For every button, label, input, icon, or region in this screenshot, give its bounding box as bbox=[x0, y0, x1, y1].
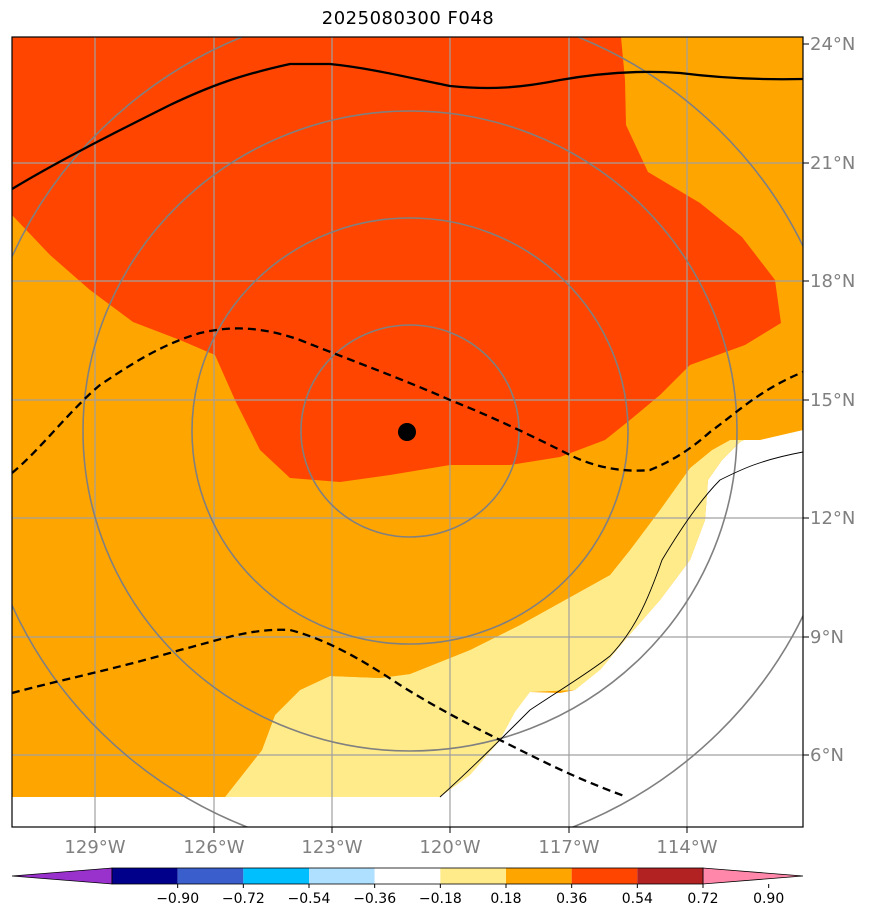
lat-label-9: 9°N bbox=[810, 627, 844, 648]
lon-label-126w: 126°W bbox=[183, 837, 244, 858]
colorbar-tick-label: −0.36 bbox=[353, 891, 396, 907]
coastline bbox=[439, 451, 803, 798]
colorbar-segment bbox=[243, 868, 309, 884]
colorbar-tick-label: −0.54 bbox=[288, 891, 331, 907]
colorbar-under-extend bbox=[11, 867, 113, 885]
contour-dashed-lower bbox=[12, 628, 628, 799]
colorbar-tick-label: −0.18 bbox=[419, 891, 462, 907]
colorbar-segment bbox=[309, 868, 375, 884]
colorbar-outline bbox=[111, 867, 704, 885]
colorbar: −0.90 −0.72 −0.54 −0.36 −0.18 0.18 0.36 0.54 0.7… bbox=[11, 867, 804, 907]
colorbar-segment bbox=[374, 868, 441, 884]
shading-orange-lower bbox=[12, 215, 803, 797]
graticule bbox=[12, 37, 803, 827]
colorbar-segment bbox=[637, 868, 703, 884]
lat-label-6: 6°N bbox=[810, 745, 844, 766]
lon-label-114w: 114°W bbox=[656, 837, 717, 858]
lat-label-18: 18°N bbox=[810, 271, 855, 292]
map-panel bbox=[12, 37, 803, 827]
lat-label-21: 21°N bbox=[810, 153, 855, 174]
map-title: 2025080300 F048 bbox=[321, 8, 495, 29]
colorbar-segment bbox=[440, 868, 506, 884]
colorbar-tick-label: 0.18 bbox=[490, 891, 521, 907]
lat-label-24: 24°N bbox=[810, 34, 855, 55]
colorbar-over-extend bbox=[702, 867, 804, 885]
lat-axis: 24°N 21°N 18°N 15°N 12°N 9°N 6°N bbox=[803, 34, 855, 766]
lat-label-12: 12°N bbox=[810, 508, 855, 529]
shading-red-orange-region bbox=[12, 37, 781, 482]
colorbar-tick-label: −0.90 bbox=[156, 891, 199, 907]
contour-dashed-upper bbox=[12, 327, 803, 474]
colorbar-segment bbox=[177, 868, 244, 884]
colorbar-segment bbox=[112, 868, 178, 884]
colorbar-tick-label: 0.36 bbox=[556, 891, 587, 907]
range-ring-3 bbox=[82, 110, 738, 752]
colorbar-tick-label: 0.54 bbox=[622, 891, 653, 907]
colorbar-tick-label: 0.72 bbox=[687, 891, 718, 907]
range-ring-2 bbox=[191, 217, 629, 645]
lon-label-120w: 120°W bbox=[419, 837, 480, 858]
lon-label-117w: 117°W bbox=[538, 837, 599, 858]
storm-center-marker bbox=[398, 423, 416, 441]
map-frame bbox=[11, 36, 804, 828]
shading-white-region bbox=[12, 455, 803, 827]
lon-label-123w: 123°W bbox=[301, 837, 362, 858]
lon-label-129w: 129°W bbox=[64, 837, 125, 858]
lat-label-15: 15°N bbox=[810, 390, 855, 411]
colorbar-segment bbox=[506, 868, 572, 884]
shading-light-yellow-region bbox=[225, 430, 803, 797]
colorbar-segment bbox=[571, 868, 638, 884]
colorbar-tick-label: −0.72 bbox=[222, 891, 265, 907]
colorbar-tick-label: 0.90 bbox=[753, 891, 784, 907]
lon-axis: 129°W 126°W 123°W 120°W 117°W 114°W bbox=[64, 827, 718, 858]
contour-solid-line bbox=[12, 62, 803, 190]
